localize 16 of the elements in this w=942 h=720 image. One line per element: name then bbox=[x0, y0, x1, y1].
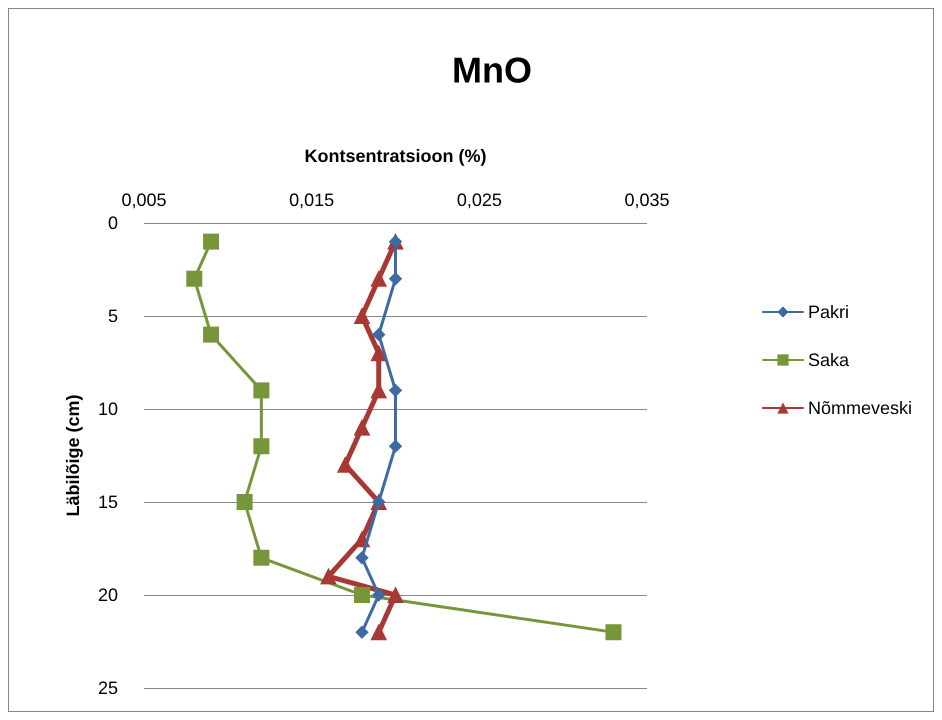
y-tick-label: 15 bbox=[98, 492, 118, 512]
x-tick-label: 0,005 bbox=[121, 190, 167, 210]
y-axis-title: Läbilõige (cm) bbox=[63, 394, 83, 517]
y-tick-label: 0 bbox=[108, 213, 118, 233]
legend-label: Pakri bbox=[808, 302, 849, 322]
legend-label: Saka bbox=[808, 350, 850, 370]
y-tick-label: 20 bbox=[98, 585, 118, 605]
y-tick-label: 5 bbox=[108, 306, 118, 326]
x-tick-label: 0,025 bbox=[456, 190, 502, 210]
legend-label: Nõmmeveski bbox=[808, 398, 912, 418]
x-tick-label: 0,015 bbox=[289, 190, 334, 210]
x-tick-label: 0,035 bbox=[624, 190, 670, 210]
x-axis-title: Kontsentratsioon (%) bbox=[304, 146, 486, 166]
y-tick-label: 10 bbox=[98, 399, 118, 419]
chart-title: MnO bbox=[452, 50, 532, 90]
y-tick-label: 25 bbox=[98, 678, 118, 698]
